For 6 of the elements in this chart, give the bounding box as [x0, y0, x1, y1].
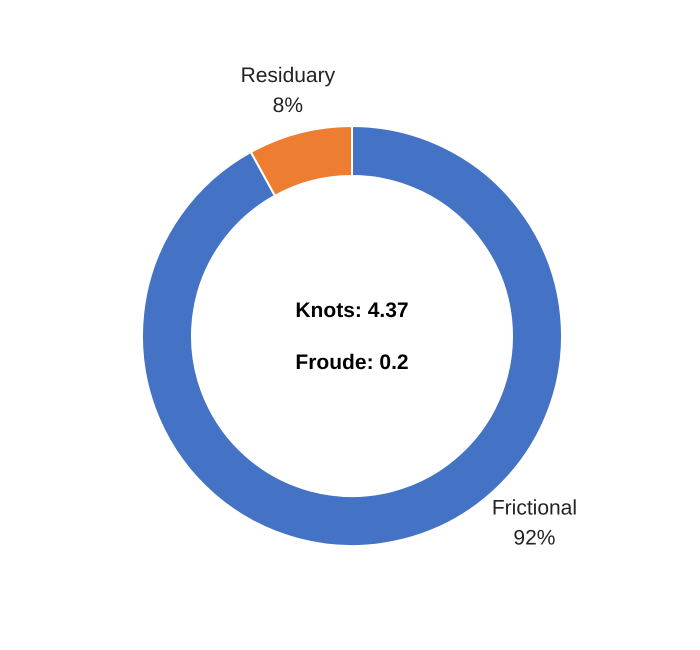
slice-label: Residuary	[240, 64, 336, 88]
text: Froude: 0.2	[295, 351, 409, 374]
data-label: 8%	[272, 94, 304, 118]
slice-label: Frictional	[492, 496, 578, 520]
text: Knots: 4.37	[295, 299, 409, 322]
data-label: 92%	[513, 526, 556, 550]
